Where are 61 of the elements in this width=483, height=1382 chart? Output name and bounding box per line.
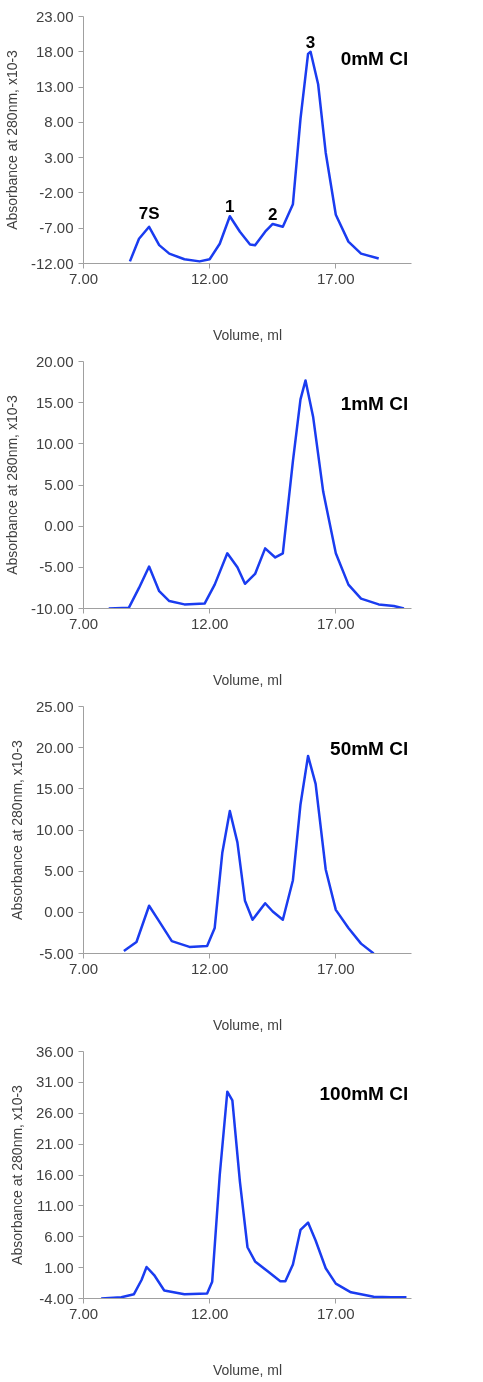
y-tick-label: 5.00 (44, 862, 74, 880)
y-tick-label: 16.00 (35, 1166, 74, 1183)
annotation: 7S (138, 203, 160, 223)
y-tick-label: -7.00 (39, 219, 74, 237)
y-tick-label: 36.00 (35, 1042, 74, 1060)
y-axis-title: Absorbance at 280nm, x10-3 (8, 739, 25, 920)
x-axis-title: Volume, ml (212, 1016, 283, 1033)
y-tick-label: -5.00 (39, 944, 74, 962)
x-tick-label: 7.00 (68, 614, 99, 632)
x-tick-label: 7.00 (68, 959, 99, 977)
y-axis-title: Absorbance at 280nm, x10-3 (3, 49, 20, 230)
annotation: 3 (305, 32, 316, 52)
y-tick-label: 18.00 (35, 42, 74, 60)
y-tick-label: 23.00 (35, 7, 74, 25)
y-tick-label: -12.00 (30, 254, 74, 272)
y-tick-label: 6.00 (44, 1227, 74, 1245)
x-tick-label: 12.00 (190, 1304, 229, 1322)
x-tick-label: 7.00 (68, 269, 99, 287)
x-tick-label: 17.00 (317, 269, 355, 287)
x-tick-label: 7.00 (68, 1304, 99, 1322)
y-tick-label: 15.00 (35, 393, 74, 411)
y-tick-label: 0.00 (44, 517, 74, 535)
y-tick-label: 8.00 (44, 113, 74, 131)
annotation: 1 (225, 197, 235, 217)
x-tick-label: 17.00 (317, 1304, 355, 1322)
x-tick-label: 17.00 (317, 959, 355, 977)
y-tick-label: -5.00 (39, 558, 74, 576)
x-axis-title: Volume, ml (212, 326, 283, 343)
y-tick-label: 15.00 (35, 779, 74, 797)
text: 50mM Cl (330, 737, 409, 759)
x-axis-title: Volume, ml (212, 1361, 283, 1378)
text: 1mM Cl (340, 392, 409, 414)
y-tick-label: 10.00 (35, 434, 74, 452)
text: 100mM Cl (319, 1082, 409, 1104)
y-tick-label: 31.00 (35, 1073, 74, 1091)
y-tick-label: 20.00 (35, 352, 74, 370)
y-tick-label: 21.00 (35, 1135, 74, 1153)
line-series (122, 754, 375, 954)
line-series (107, 379, 406, 609)
y-tick-label: 26.00 (35, 1104, 74, 1122)
y-tick-label: 5.00 (44, 476, 74, 493)
x-tick-label: 17.00 (317, 614, 355, 632)
y-tick-label: 0.00 (44, 903, 74, 921)
x-tick-label: 12.00 (190, 614, 229, 632)
y-tick-label: -10.00 (30, 599, 74, 617)
x-tick-label: 12.00 (190, 269, 229, 287)
y-tick-label: -2.00 (39, 183, 74, 201)
y-tick-label: -4.00 (39, 1289, 74, 1307)
text: 0mM Cl (340, 47, 409, 69)
x-axis-title: Volume, ml (212, 671, 283, 688)
y-tick-label: 20.00 (35, 738, 74, 756)
y-tick-label: 25.00 (35, 697, 74, 715)
y-tick-label: 13.00 (35, 78, 74, 96)
y-tick-label: 10.00 (35, 821, 74, 838)
y-axis-title: Absorbance at 280nm, x10-3 (3, 394, 20, 575)
x-tick-label: 12.00 (190, 959, 229, 977)
annotation: 2 (268, 204, 278, 224)
y-axis-title: Absorbance at 280nm, x10-3 (8, 1084, 25, 1265)
y-tick-label: 11.00 (37, 1196, 74, 1214)
y-tick-label: 3.00 (44, 148, 74, 166)
y-tick-label: 1.00 (44, 1258, 74, 1276)
